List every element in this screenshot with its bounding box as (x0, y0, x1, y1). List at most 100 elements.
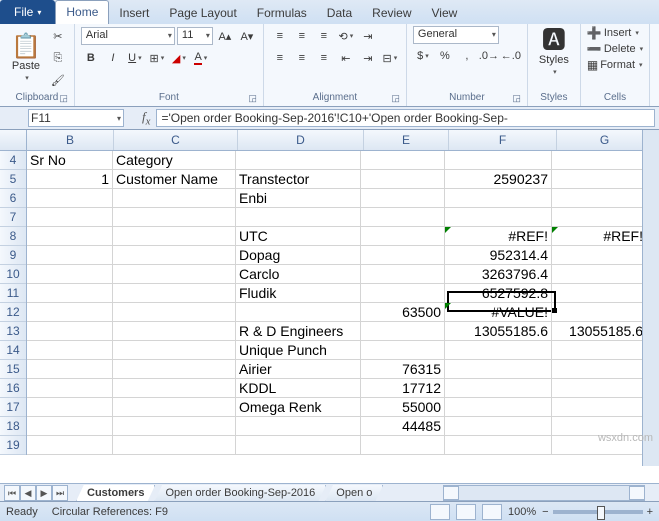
cell-C16[interactable] (113, 379, 236, 398)
align-center-button[interactable]: ≡ (292, 48, 312, 68)
cell-B4[interactable]: Sr No (27, 151, 113, 170)
cell-E15[interactable]: 76315 (361, 360, 445, 379)
cell-C10[interactable] (113, 265, 236, 284)
cell-C7[interactable] (113, 208, 236, 227)
cell-E19[interactable] (361, 436, 445, 455)
cell-E14[interactable] (361, 341, 445, 360)
cell-E16[interactable]: 17712 (361, 379, 445, 398)
cell-C11[interactable] (113, 284, 236, 303)
cell-C8[interactable] (113, 227, 236, 246)
tab-insert[interactable]: Insert (109, 1, 159, 24)
underline-button[interactable]: U▾ (125, 48, 145, 68)
zoom-slider[interactable] (553, 510, 643, 514)
cell-E8[interactable] (361, 227, 445, 246)
number-dialog-icon[interactable]: ◲ (512, 93, 521, 104)
cell-D14[interactable]: Unique Punch (236, 341, 361, 360)
zoom-out-button[interactable]: − (542, 506, 548, 518)
cell-E4[interactable] (361, 151, 445, 170)
percent-button[interactable]: % (435, 46, 455, 66)
orientation-button[interactable]: ⟲▾ (336, 26, 356, 46)
formula-bar[interactable]: ='Open order Booking-Sep-2016'!C10+'Open… (156, 109, 655, 127)
number-format-select[interactable]: General▾ (413, 26, 499, 44)
bold-button[interactable]: B (81, 48, 101, 68)
border-button[interactable]: ⊞▾ (147, 48, 167, 68)
cell-D7[interactable] (236, 208, 361, 227)
comma-button[interactable]: , (457, 46, 477, 66)
sheet-tab-customers[interactable]: Customers (76, 485, 155, 502)
view-break-button[interactable] (482, 504, 502, 520)
cell-B11[interactable] (27, 284, 113, 303)
fill-color-button[interactable]: ◢▾ (169, 48, 189, 68)
format-cells-button[interactable]: ▦Format▾ (587, 58, 643, 72)
cell-B18[interactable] (27, 417, 113, 436)
col-header-B[interactable]: B (27, 130, 114, 150)
clipboard-dialog-icon[interactable]: ◲ (59, 93, 68, 104)
cell-G17[interactable] (552, 398, 647, 417)
cell-F16[interactable] (445, 379, 552, 398)
copy-button[interactable]: ⎘ (48, 48, 68, 68)
cell-E11[interactable] (361, 284, 445, 303)
cell-E13[interactable] (361, 322, 445, 341)
cell-G16[interactable] (552, 379, 647, 398)
sheet-nav-first[interactable]: ⏮ (4, 485, 20, 501)
tab-view[interactable]: View (422, 1, 468, 24)
cell-G9[interactable] (552, 246, 647, 265)
cell-D18[interactable] (236, 417, 361, 436)
cell-E6[interactable] (361, 189, 445, 208)
cell-E5[interactable] (361, 170, 445, 189)
col-header-D[interactable]: D (238, 130, 364, 150)
cell-G12[interactable] (552, 303, 647, 322)
sheet-nav-next[interactable]: ▶ (36, 485, 52, 501)
cell-G15[interactable] (552, 360, 647, 379)
cell-C4[interactable]: Category (113, 151, 236, 170)
delete-cells-button[interactable]: ➖Delete▾ (587, 42, 643, 56)
font-size-select[interactable]: 11▾ (177, 27, 213, 45)
cell-B17[interactable] (27, 398, 113, 417)
cell-B9[interactable] (27, 246, 113, 265)
cell-B6[interactable] (27, 189, 113, 208)
tab-review[interactable]: Review (362, 1, 421, 24)
font-color-button[interactable]: A▾ (191, 48, 211, 68)
cell-F5[interactable]: 2590237 (445, 170, 552, 189)
row-header-19[interactable]: 19 (0, 436, 26, 455)
row-header-9[interactable]: 9 (0, 246, 26, 265)
cell-B5[interactable]: 1 (27, 170, 113, 189)
cell-F8[interactable]: #REF! (445, 227, 552, 246)
align-bottom-button[interactable]: ≡ (314, 26, 334, 46)
cell-E18[interactable]: 44485 (361, 417, 445, 436)
dec-decimal-button[interactable]: ←.0 (501, 46, 521, 66)
align-left-button[interactable]: ≡ (270, 48, 290, 68)
cell-G8[interactable]: #REF! (552, 227, 647, 246)
row-header-11[interactable]: 11 (0, 284, 26, 303)
cell-G10[interactable] (552, 265, 647, 284)
cell-C17[interactable] (113, 398, 236, 417)
cell-F18[interactable] (445, 417, 552, 436)
cell-D17[interactable]: Omega Renk (236, 398, 361, 417)
tab-home[interactable]: Home (55, 0, 109, 24)
cell-F12[interactable]: #VALUE! (445, 303, 552, 322)
merge-button[interactable]: ⊟▾ (380, 48, 400, 68)
paste-button[interactable]: 📋 Paste ▾ (6, 32, 46, 85)
cell-D19[interactable] (236, 436, 361, 455)
cell-D10[interactable]: Carclo (236, 265, 361, 284)
select-all-corner[interactable] (0, 130, 27, 150)
cell-D12[interactable] (236, 303, 361, 322)
cell-F15[interactable] (445, 360, 552, 379)
cell-F11[interactable]: 6527592.8 (445, 284, 552, 303)
cell-C14[interactable] (113, 341, 236, 360)
cell-C13[interactable] (113, 322, 236, 341)
grow-font-button[interactable]: A▴ (215, 26, 235, 46)
sheet-nav-prev[interactable]: ◀ (20, 485, 36, 501)
font-dialog-icon[interactable]: ◲ (248, 93, 257, 104)
cell-G7[interactable] (552, 208, 647, 227)
cell-C5[interactable]: Customer Name (113, 170, 236, 189)
col-header-C[interactable]: C (114, 130, 238, 150)
cell-B8[interactable] (27, 227, 113, 246)
styles-button[interactable]: 🅰 Styles ▾ (534, 26, 574, 79)
cell-B10[interactable] (27, 265, 113, 284)
cell-B12[interactable] (27, 303, 113, 322)
align-middle-button[interactable]: ≡ (292, 26, 312, 46)
indent-dec-button[interactable]: ⇤ (336, 48, 356, 68)
cell-B16[interactable] (27, 379, 113, 398)
font-name-select[interactable]: Arial▾ (81, 27, 175, 45)
